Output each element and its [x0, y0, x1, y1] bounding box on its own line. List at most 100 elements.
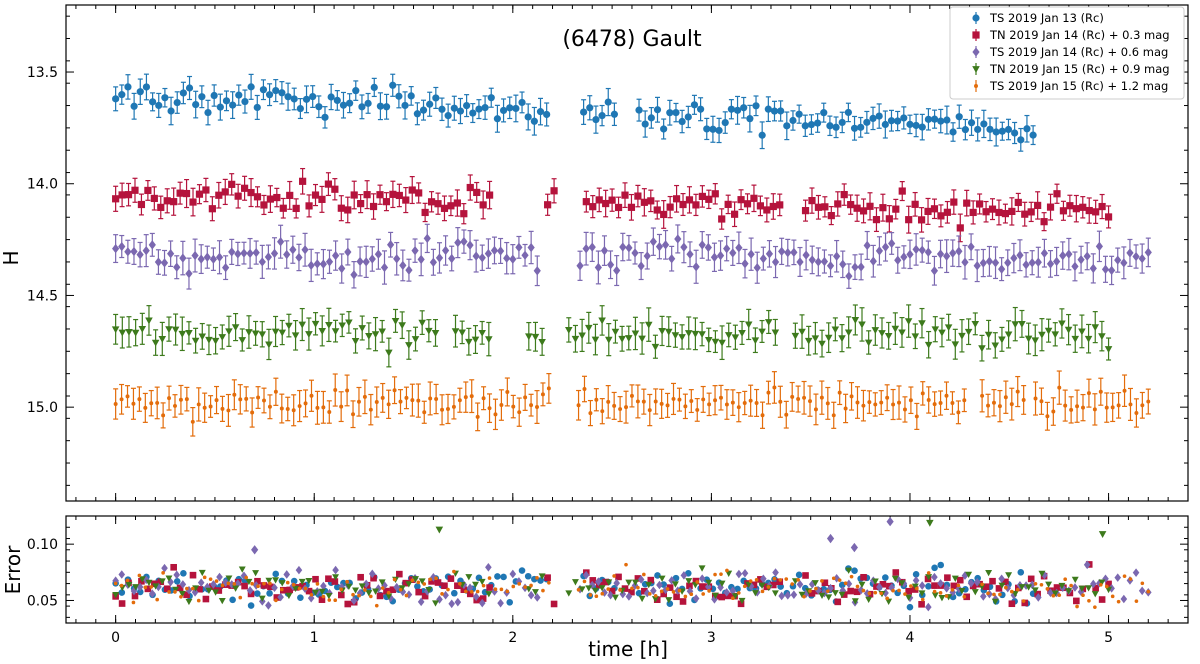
- data-point: [142, 83, 151, 91]
- data-point: [173, 570, 181, 580]
- data-point: [784, 577, 789, 581]
- data-point: [533, 266, 541, 276]
- data-point: [985, 570, 993, 577]
- data-point: [950, 588, 955, 592]
- data-point: [666, 584, 674, 591]
- data-point: [171, 326, 180, 334]
- data-point: [821, 203, 829, 211]
- data-point: [265, 91, 274, 99]
- data-point: [531, 333, 540, 341]
- data-point: [1044, 327, 1053, 335]
- data-point: [518, 98, 526, 107]
- data-point: [1073, 597, 1080, 605]
- data-point: [825, 594, 833, 601]
- data-point: [745, 581, 753, 588]
- data-point: [1140, 403, 1145, 408]
- data-point: [789, 116, 797, 125]
- legend-entry-1: TN 2019 Jan 14 (Rc) + 0.3 mag: [972, 28, 1170, 42]
- data-point: [410, 398, 415, 403]
- data-point: [1057, 385, 1062, 390]
- data-point: [685, 578, 693, 585]
- data-point: [949, 588, 957, 597]
- data-point: [982, 583, 990, 591]
- data-point: [884, 332, 893, 340]
- y-tick-label: 14.0: [27, 177, 58, 193]
- data-point: [398, 585, 406, 592]
- data-point: [192, 100, 200, 109]
- data-point: [479, 201, 487, 209]
- data-point: [399, 260, 407, 271]
- data-point: [332, 565, 339, 575]
- y-axis-label-H: H: [0, 250, 23, 265]
- data-point: [653, 106, 662, 114]
- data-point: [357, 200, 365, 208]
- data-point: [441, 582, 448, 590]
- data-point: [624, 562, 628, 567]
- data-point: [649, 237, 657, 247]
- data-point: [112, 243, 120, 254]
- data-point: [664, 328, 673, 336]
- data-point: [131, 600, 136, 605]
- data-point: [182, 189, 191, 198]
- data-point: [845, 271, 853, 281]
- data-point: [220, 583, 225, 588]
- data-point: [751, 590, 759, 597]
- data-point: [914, 414, 919, 419]
- data-point: [401, 101, 409, 110]
- data-point: [654, 572, 661, 579]
- x-tick-label: 0: [111, 630, 120, 646]
- data-point: [986, 125, 994, 133]
- data-point: [631, 248, 639, 258]
- data-point: [833, 573, 840, 583]
- data-point: [1078, 585, 1086, 592]
- data-point: [1029, 131, 1037, 139]
- data-point: [766, 390, 771, 395]
- data-point: [398, 399, 403, 404]
- data-point: [440, 204, 449, 212]
- data-point: [849, 394, 854, 399]
- data-point: [387, 240, 395, 250]
- data-point: [299, 582, 306, 590]
- data-point: [320, 581, 327, 591]
- data-point: [582, 579, 587, 584]
- data-point: [286, 586, 294, 594]
- data-point: [666, 203, 674, 211]
- data-point: [358, 103, 366, 111]
- data-point: [358, 325, 366, 332]
- data-point: [631, 579, 639, 586]
- data-point: [305, 202, 313, 210]
- data-point: [885, 598, 893, 605]
- data-point: [125, 578, 130, 583]
- data-point: [709, 125, 717, 133]
- data-point: [509, 254, 517, 264]
- data-point: [289, 245, 297, 255]
- data-point: [742, 401, 747, 405]
- data-point: [163, 197, 171, 205]
- data-point: [931, 572, 938, 582]
- legend-entry-2: TS 2019 Jan 14 (Rc) + 0.6 mag: [972, 45, 1168, 59]
- data-point: [493, 115, 502, 123]
- data-point: [279, 406, 284, 411]
- x-tick-label: 1: [310, 630, 319, 646]
- data-point: [273, 594, 281, 601]
- data-point: [843, 406, 848, 411]
- data-point: [185, 84, 194, 92]
- data-point: [446, 406, 450, 411]
- data-point: [1004, 125, 1013, 134]
- x-tick-label: 3: [707, 630, 716, 646]
- data-point: [1059, 250, 1067, 261]
- data-point: [918, 123, 926, 131]
- data-point: [357, 573, 364, 581]
- data-point: [278, 329, 287, 337]
- data-point: [598, 112, 606, 120]
- data-point: [137, 573, 142, 578]
- data-point: [1101, 264, 1110, 274]
- data-point: [471, 336, 480, 344]
- data-point: [991, 342, 1000, 350]
- data-point: [1004, 585, 1008, 590]
- data-point: [511, 404, 516, 409]
- data-point: [238, 595, 243, 600]
- data-point: [423, 233, 431, 244]
- legend-box: [949, 6, 1185, 100]
